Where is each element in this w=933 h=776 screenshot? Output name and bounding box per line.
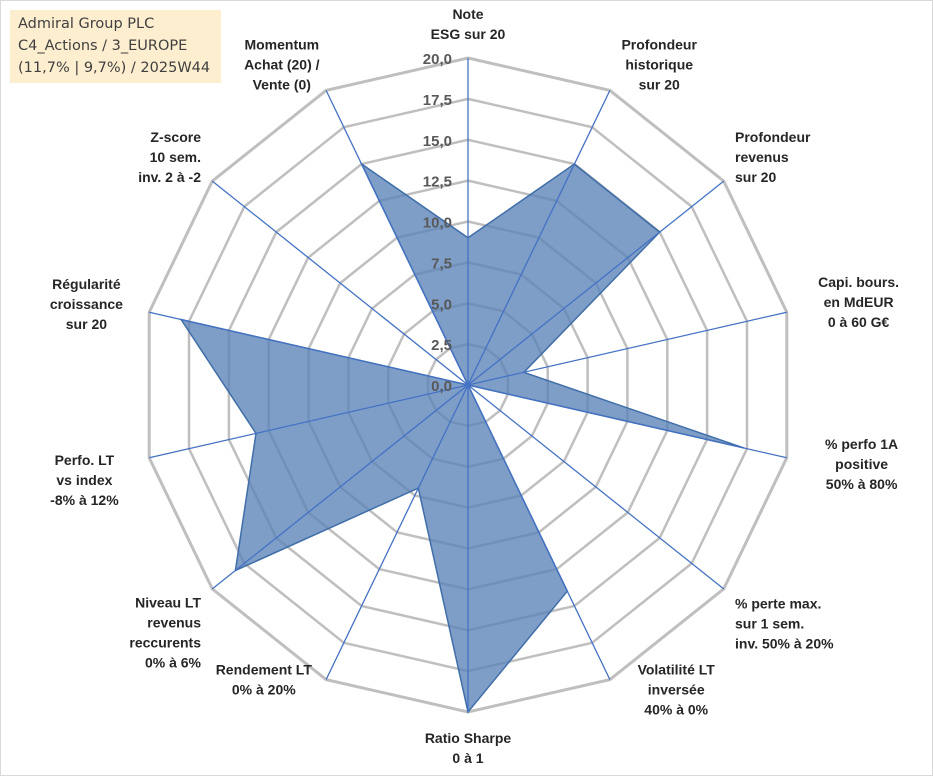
category-label-2-line-2: sur 20	[735, 169, 776, 185]
tick-label-4: 10,0	[423, 215, 452, 232]
spoke-13	[325, 90, 469, 386]
category-label-3-line-2: 0 à 60 G€	[828, 314, 890, 330]
category-label-1-line-2: sur 20	[639, 76, 680, 92]
category-label-5-line-2: inv. 50% à 20%	[735, 635, 834, 651]
spoke-10	[149, 384, 469, 459]
category-label-9-line-3: 0% à 6%	[145, 654, 202, 670]
category-label-2-line-1: revenus	[735, 149, 789, 165]
performance-period: (11,7% | 9,7%) / 2025W44	[18, 60, 211, 76]
category-label-13-line-2: Vente (0)	[253, 76, 311, 92]
category-label-6-line-2: 40% à 0%	[644, 702, 708, 718]
category-label-10-line-2: -8% à 12%	[50, 492, 119, 508]
category-label-8-line-1: 0% à 20%	[232, 682, 296, 698]
tick-label-1: 2,5	[431, 337, 452, 354]
category-label-13-line-1: Achat (20) /	[244, 56, 320, 72]
category-label-7-line-0: Ratio Sharpe	[425, 730, 512, 746]
category-label-10-line-1: vs index	[56, 472, 112, 488]
category-label-3-line-1: en MdEUR	[824, 294, 894, 310]
category-label-7-line-1: 0 à 1	[452, 750, 483, 766]
category-label-12-line-2: inv. 2 à -2	[138, 169, 201, 185]
tick-label-6: 15,0	[423, 133, 452, 150]
spoke-1	[467, 90, 611, 386]
spoke-8	[325, 384, 469, 680]
spoke-layer	[149, 58, 787, 712]
category-label-9-line-0: Niveau LT	[135, 594, 201, 610]
category-label-5-line-0: % perte max.	[735, 595, 821, 611]
category-label-6-line-0: Volatilité LT	[638, 662, 716, 678]
spoke-3	[467, 311, 787, 386]
spoke-12	[211, 180, 469, 386]
tick-label-0: 0,0	[431, 378, 452, 395]
spoke-9	[211, 384, 469, 590]
tick-label-7: 17,5	[423, 92, 452, 109]
category-label-1-line-0: Profondeur	[621, 36, 697, 52]
category-label-2-line-0: Profondeur	[735, 129, 811, 145]
axis-label-layer: Note ESG sur 20 Profondeur historique sur 20…	[50, 6, 899, 766]
category-label-11-line-1: croissance	[50, 296, 123, 312]
category-label-5-line-1: sur 1 sem.	[735, 615, 804, 631]
category-label-4-line-0: % perfo 1A	[825, 436, 898, 452]
tick-label-5: 12,5	[423, 174, 452, 191]
category-label-9-line-2: reccurents	[129, 634, 201, 650]
tick-label-8: 20,0	[423, 51, 452, 68]
tick-label-3: 7,5	[431, 255, 452, 272]
category-label-12-line-0: Z-score	[150, 129, 201, 145]
category-label-10-line-0: Perfo. LT	[55, 452, 115, 468]
tick-label-2: 5,0	[431, 296, 452, 313]
spoke-2	[467, 180, 725, 386]
spoke-4	[467, 384, 787, 459]
company-name: Admiral Group PLC	[18, 16, 155, 32]
category-label-13-line-0: Momentum	[244, 36, 319, 52]
category-label-8-line-0: Rendement LT	[216, 662, 313, 678]
category-label-12-line-1: 10 sem.	[150, 149, 201, 165]
category-label-3-line-0: Capi. bours.	[818, 274, 899, 290]
category-label-11-line-2: sur 20	[66, 316, 107, 332]
spoke-11	[149, 311, 469, 386]
category-label-0-line-1: ESG sur 20	[431, 26, 506, 42]
category-label-6-line-1: inversée	[648, 682, 705, 698]
tick-label-layer: 0,0 2,5 5,0 7,5 10,0 12,5 15,0 17,5 20,0	[423, 51, 452, 395]
category-label-1-line-1: historique	[625, 56, 693, 72]
spoke-6	[467, 384, 611, 680]
category-label-9-line-1: revenus	[147, 614, 201, 630]
category-path: C4_Actions / 3_EUROPE	[18, 38, 188, 54]
category-label-11-line-0: Régularité	[52, 276, 121, 292]
category-label-4-line-1: positive	[835, 456, 888, 472]
category-label-4-line-2: 50% à 80%	[826, 476, 898, 492]
info-box: Admiral Group PLC C4_Actions / 3_EUROPE …	[10, 10, 221, 83]
category-label-0-line-0: Note	[452, 6, 483, 22]
spoke-5	[467, 384, 725, 590]
